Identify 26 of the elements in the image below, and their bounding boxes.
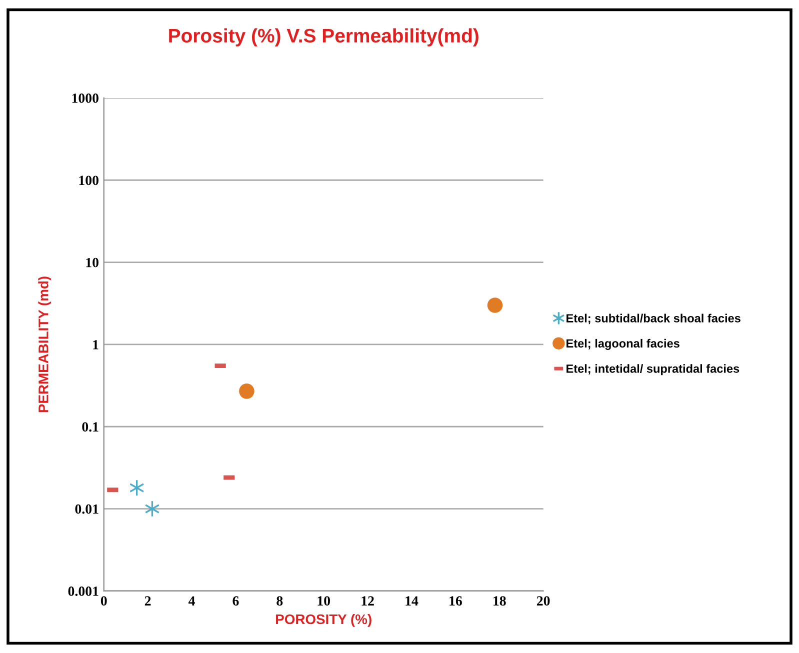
x-axis-title: POROSITY (%)	[276, 614, 372, 627]
chart-title: Porosity (%) V.S Permeability(md)	[169, 28, 478, 46]
y-tick-label: 1	[93, 340, 98, 350]
y-tick-label: 0.1	[82, 422, 98, 432]
y-tick-label: 10	[86, 258, 98, 268]
x-tick-label: 0	[100, 596, 107, 606]
y-tick-label: 0.01	[75, 504, 98, 514]
x-tick-label: 16	[450, 596, 462, 606]
y-tick-label: 1000	[72, 94, 98, 103]
legend-label: Etel; lagoonal facies	[566, 338, 680, 350]
point	[487, 298, 503, 313]
x-tick-label: 2	[144, 596, 151, 606]
legend-label: Etel; intetidal/ supratidal facies	[566, 364, 740, 376]
y-axis-title: PERMEABILITY (md)	[38, 276, 52, 412]
x-tick-label: 20	[536, 596, 550, 606]
x-tick-label: 12	[362, 596, 374, 606]
x-tick-label: 4	[188, 596, 195, 606]
x-tick-label: 18	[494, 596, 506, 606]
y-tick-label: 100	[79, 176, 98, 186]
x-tick-label: 8	[276, 596, 283, 606]
x-tick-label: 14	[406, 596, 418, 606]
legend-label: Etel; subtidal/back shoal facies	[566, 314, 740, 324]
x-tick-label: 6	[232, 596, 239, 606]
point	[239, 384, 254, 399]
y-tick-label: 0.001	[68, 586, 98, 596]
x-tick-label: 10	[318, 596, 330, 606]
